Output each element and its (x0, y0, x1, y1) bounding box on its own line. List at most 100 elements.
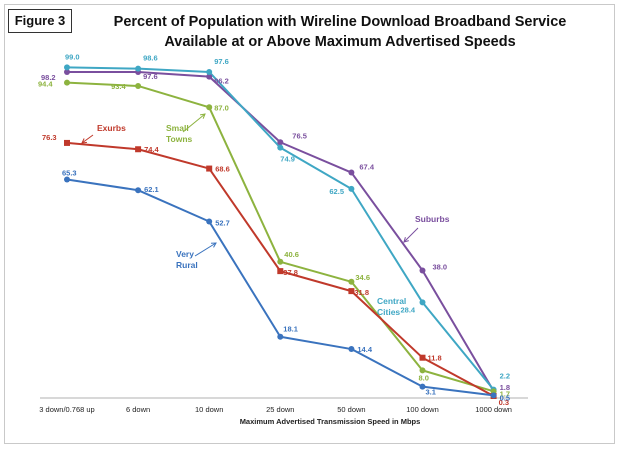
data-point-suburbs (64, 68, 70, 75)
data-label-central-cities: 28.4 (401, 305, 416, 314)
data-label-small-towns: 8.0 (419, 373, 429, 382)
data-point-suburbs (206, 73, 213, 80)
data-point-very-rural (419, 383, 426, 390)
x-tick-label: 25 down (266, 405, 294, 414)
series-label-arrowhead-very-rural (210, 242, 217, 248)
x-tick-label: 3 down/0.768 up (39, 405, 94, 414)
series-label-arrowhead-small-towns (199, 113, 206, 119)
chart-title: Percent of Population with Wireline Down… (100, 12, 580, 52)
data-label-suburbs: 67.4 (359, 163, 374, 172)
data-label-exurbs: 37.8 (283, 268, 298, 277)
data-point-small-towns (348, 278, 355, 285)
series-labels: Suburbs Central Cities Small Towns Exurbs Very… (81, 113, 450, 317)
data-point-very-rural (206, 218, 213, 225)
series-lines (66, 66, 495, 397)
series-line-central-cities (66, 66, 495, 391)
data-label-small-towns: 34.6 (355, 273, 370, 282)
x-tick-label: 50 down (337, 405, 365, 414)
series-label-arrow-small-towns (182, 113, 206, 133)
data-point-suburbs (277, 139, 284, 146)
data-label-very-rural: 3.1 (426, 388, 436, 397)
data-point-central-cities (206, 68, 213, 75)
data-point-small-towns (277, 258, 284, 265)
data-label-suburbs: 98.2 (41, 73, 56, 82)
data-point-exurbs (135, 146, 142, 153)
series-label-suburbs: Suburbs (415, 214, 450, 224)
chart-title-line-2: Available at or Above Maximum Advertised… (164, 34, 516, 50)
chart-frame (4, 4, 615, 444)
series-label-small-towns: Small Towns (166, 123, 193, 144)
data-label-central-cities: 74.9 (280, 155, 295, 164)
series-line-small-towns (66, 81, 494, 393)
data-point-suburbs (419, 267, 426, 274)
data-point-small-towns (135, 82, 142, 89)
data-label-central-cities: 98.6 (143, 54, 158, 63)
x-axis-title: Maximum Advertised Transmission Speed in… (240, 417, 421, 426)
data-label-central-cities: 62.5 (329, 187, 344, 196)
series-label-arrowhead-exurbs (81, 138, 88, 144)
data-label-exurbs: 76.3 (42, 133, 57, 142)
x-tick-label: 10 down (195, 405, 223, 414)
series-line-suburbs (67, 70, 495, 392)
data-point-small-towns (419, 367, 426, 374)
x-axis: 3 down/0.768 up 6 down 10 down 25 down 50 do… (39, 397, 528, 414)
data-point-very-rural (348, 346, 355, 353)
data-point-very-rural (64, 176, 70, 183)
series-label-arrow-suburbs (403, 227, 419, 243)
data-label-central-cities: 99.0 (65, 52, 80, 61)
data-point-exurbs (277, 268, 284, 275)
data-label-exurbs: 0.3 (499, 398, 509, 407)
x-tick-label: 6 down (126, 405, 150, 414)
series-markers (64, 64, 497, 400)
data-label-very-rural: 14.4 (357, 345, 372, 354)
data-label-exurbs: 11.8 (428, 354, 442, 363)
data-point-exurbs (419, 354, 426, 361)
data-label-small-towns: 94.4 (38, 80, 53, 89)
series-label-arrowhead-suburbs (403, 237, 409, 243)
data-point-central-cities (419, 299, 426, 306)
series-label-central-cities: Central Cities (377, 296, 406, 317)
data-label-very-rural: 18.1 (283, 325, 298, 334)
data-point-central-cities (135, 65, 142, 72)
data-point-central-cities (277, 144, 284, 151)
data-point-exurbs (64, 139, 70, 146)
data-point-very-rural (490, 392, 497, 399)
series-label-arrow-exurbs (81, 134, 94, 144)
data-label-exurbs: 74.4 (144, 145, 159, 154)
data-point-central-cities (348, 185, 355, 192)
data-label-central-cities: 2.2 (500, 372, 510, 381)
data-point-central-cities (64, 64, 70, 71)
data-labels: 98.2 97.6 96.2 76.5 67.4 38.0 1.8 99.0 98.6 97.6 7… (38, 52, 510, 407)
data-label-small-towns: 93.4 (111, 82, 126, 91)
data-label-very-rural: 0.5 (500, 393, 510, 402)
data-point-small-towns (206, 104, 213, 111)
data-label-suburbs: 38.0 (433, 262, 448, 271)
data-label-suburbs: 96.2 (214, 77, 229, 86)
data-label-central-cities: 97.6 (214, 57, 229, 66)
data-point-small-towns (64, 79, 70, 86)
data-label-exurbs: 68.6 (215, 165, 230, 174)
x-tick-label: 1000 down (475, 405, 512, 414)
series-label-exurbs: Exurbs (97, 123, 126, 133)
data-label-suburbs: 1.8 (500, 383, 510, 392)
data-point-suburbs (348, 169, 355, 176)
chart-title-line-1: Percent of Population with Wireline Down… (113, 14, 567, 30)
data-label-exurbs: 31.8 (354, 288, 369, 297)
data-label-small-towns: 87.0 (214, 103, 229, 112)
data-label-suburbs: 97.6 (143, 72, 158, 81)
figure-label: Figure 3 (8, 9, 72, 33)
series-label-arrow-very-rural (194, 242, 217, 257)
data-point-very-rural (277, 333, 284, 340)
data-label-very-rural: 52.7 (215, 219, 230, 228)
data-label-very-rural: 65.3 (62, 169, 77, 178)
data-point-very-rural (135, 187, 142, 194)
data-point-exurbs (206, 165, 213, 172)
data-label-suburbs: 76.5 (292, 131, 307, 140)
data-label-small-towns: 1.7 (500, 389, 510, 398)
series-line-very-rural (66, 178, 494, 397)
data-label-small-towns: 40.6 (284, 250, 299, 259)
x-tick-label: 100 down (406, 405, 439, 414)
series-label-very-rural: Very Rural (176, 249, 198, 270)
data-point-exurbs (348, 288, 355, 295)
